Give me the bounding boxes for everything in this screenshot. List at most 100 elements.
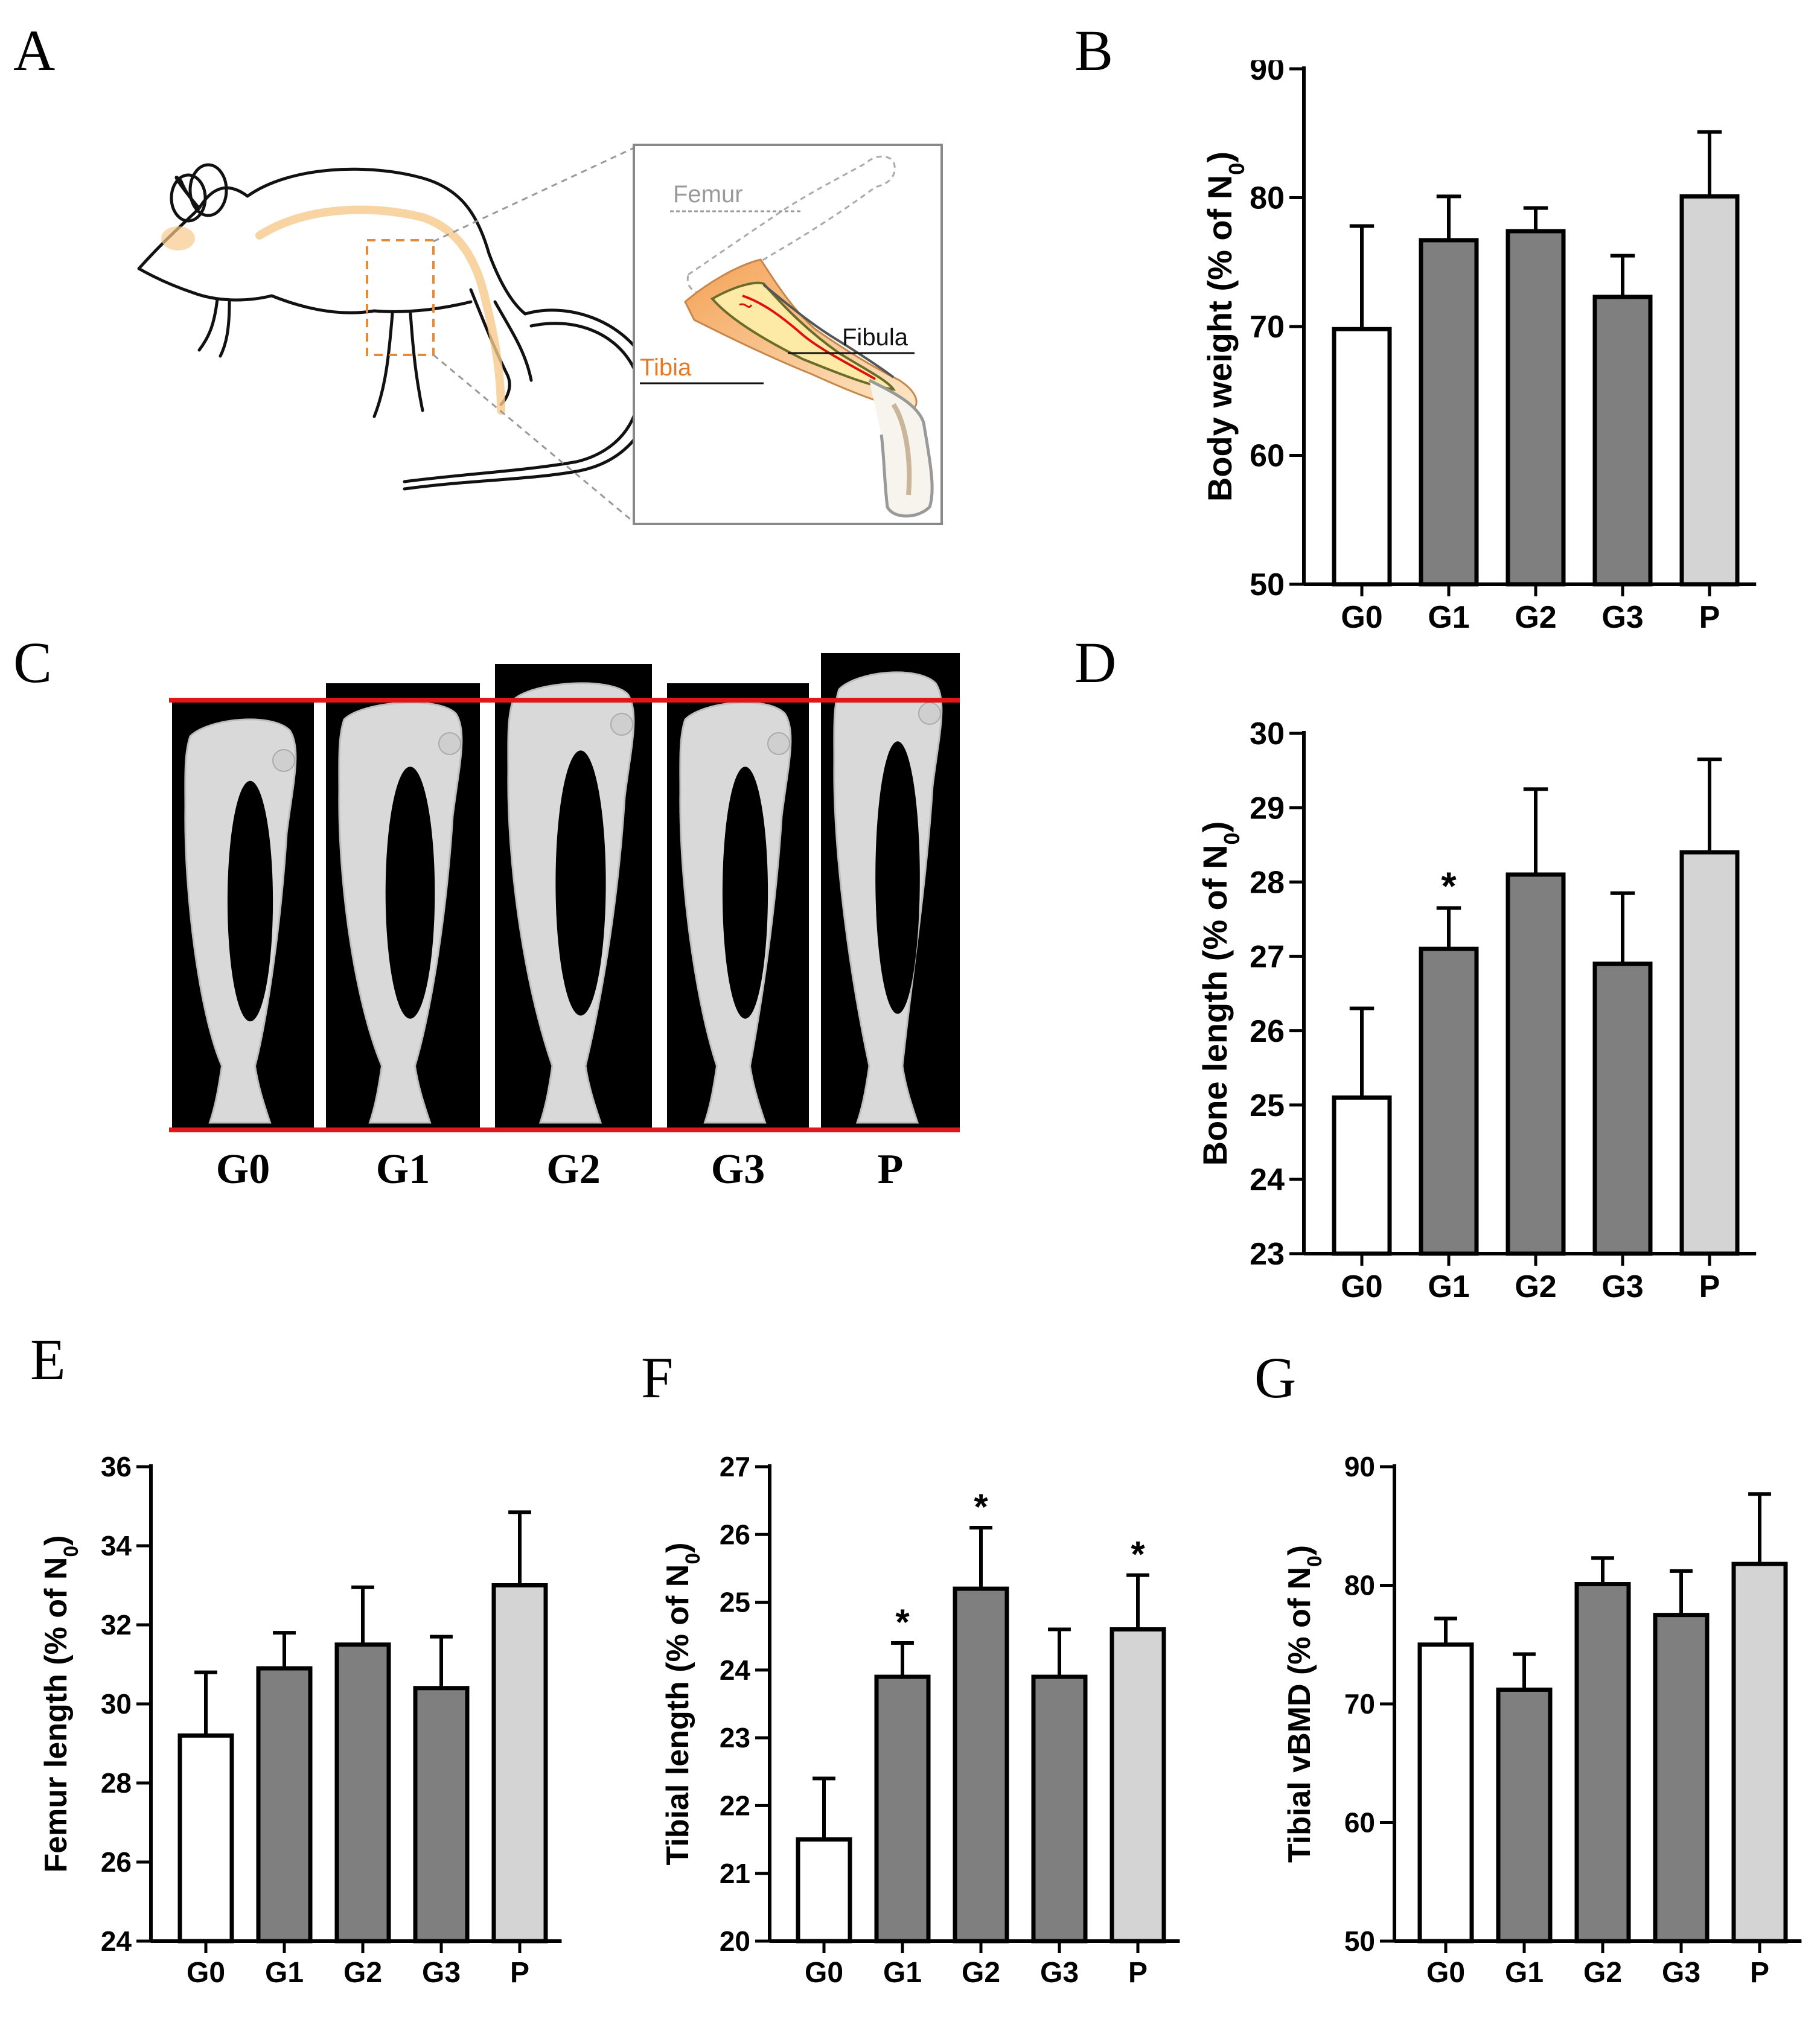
x-tick-label-g0: G0 [1341, 600, 1382, 635]
bar-p [1110, 1627, 1166, 1944]
y-tick-label: 50 [1344, 1925, 1375, 1957]
x-tick-label-g2: G2 [343, 1957, 382, 1989]
bone-scan-g1 [326, 683, 480, 1130]
spine-highlight [255, 205, 505, 415]
x-tick-label-g1: G1 [1428, 1269, 1469, 1304]
tibia-label: Tibia [640, 354, 692, 381]
panel-label-c: C [13, 630, 53, 695]
mouse-anatomy-diagram: Femur Fibula Tibia [137, 144, 943, 525]
x-tick-label-g1: G1 [1505, 1957, 1544, 1989]
bone-scan-g0 [172, 700, 314, 1130]
panel-label-b: B [1074, 18, 1114, 83]
y-axis-label: Femur length (% of N0) [39, 1536, 83, 1873]
bone-label-g2: G2 [546, 1146, 600, 1193]
x-tick-label-g2: G2 [962, 1957, 1000, 1989]
chart-b: Body weight (% of N0) 50 60 70 80 90 G0 G1 G2 G3 P [1201, 60, 1757, 635]
femur-label: Femur [673, 181, 743, 208]
y-tick-label: 30 [1250, 721, 1285, 751]
bar-p [1679, 194, 1740, 587]
bar-g3 [1592, 295, 1653, 587]
bar-g2 [1574, 1582, 1631, 1944]
y-tick-label: 24 [101, 1925, 132, 1957]
zoom-region-box [366, 239, 435, 356]
bar-g3 [413, 1686, 470, 1944]
y-tick-label: 80 [1344, 1570, 1375, 1601]
bone-scan-p [821, 653, 960, 1130]
x-tick-label-g0: G0 [805, 1957, 843, 1989]
bar-g0 [1332, 1095, 1392, 1256]
y-tick-label: 70 [1250, 310, 1285, 345]
bone-scan-g3 [667, 683, 809, 1130]
panel-label-g: G [1254, 1345, 1297, 1410]
fibula-label: Fibula [842, 324, 908, 351]
y-tick-label: 60 [1250, 439, 1285, 474]
y-tick-label: 26 [101, 1846, 132, 1878]
y-tick-label: 25 [1250, 1088, 1285, 1123]
bar-g0 [1417, 1642, 1474, 1944]
y-tick-label: 24 [720, 1654, 751, 1686]
x-tick-label-g0: G0 [1426, 1957, 1465, 1989]
bar-g0 [1332, 327, 1392, 587]
bone-label-g3: G3 [711, 1146, 765, 1193]
bar-g1 [1419, 946, 1479, 1256]
y-tick-label: 27 [720, 1451, 750, 1482]
x-tick-label-p: P [1699, 1269, 1720, 1304]
bar-p [1731, 1561, 1788, 1944]
bar-g1 [1419, 238, 1479, 587]
chart-d: Bone length (% of N0) 23 24 25 26 27 28 29 30 G0 G… [1196, 721, 1757, 1304]
y-tick-label: 80 [1250, 181, 1285, 216]
bone-scan-g2 [495, 664, 652, 1130]
y-tick-label: 90 [1344, 1451, 1375, 1482]
bar-g0 [177, 1733, 234, 1944]
y-tick-label: 27 [1250, 940, 1285, 975]
bone-label-p: P [878, 1146, 904, 1193]
panel-label-f: F [641, 1345, 674, 1410]
bone-label-g1: G1 [376, 1146, 430, 1193]
y-tick-label: 30 [101, 1688, 132, 1720]
x-tick-label-g2: G2 [1515, 600, 1556, 635]
significance-marker-p: * [1131, 1534, 1145, 1575]
y-tick-label: 26 [1250, 1014, 1285, 1049]
y-tick-label: 32 [101, 1609, 132, 1641]
bone-scan-panel: G0 G1 G2 G3 P [169, 653, 960, 1193]
y-tick-label: 70 [1344, 1688, 1375, 1720]
bar-g3 [1592, 962, 1653, 1256]
bar-p [1679, 850, 1740, 1256]
x-tick-label-p: P [510, 1957, 529, 1989]
y-tick-label: 28 [1250, 865, 1285, 900]
y-tick-label: 50 [1250, 567, 1285, 602]
y-tick-label: 28 [101, 1767, 132, 1799]
x-tick-label-g1: G1 [1428, 600, 1469, 635]
y-axis-label: Body weight (% of N0) [1201, 151, 1249, 502]
y-tick-label: 22 [720, 1790, 750, 1822]
y-tick-label: 21 [720, 1858, 750, 1889]
x-tick-label-g1: G1 [265, 1957, 304, 1989]
y-tick-label: 23 [1250, 1237, 1285, 1272]
y-tick-label: 23 [720, 1722, 750, 1753]
y-tick-label: 34 [101, 1530, 132, 1561]
bar-g3 [1031, 1674, 1088, 1944]
y-tick-label: 60 [1344, 1807, 1375, 1839]
chart-f: Tibial length (% of N0) 20 21 22 23 24 25 26 27 G… [660, 1451, 1180, 1989]
x-tick-label-g0: G0 [187, 1957, 225, 1989]
x-tick-label-g1: G1 [883, 1957, 922, 1989]
bone-label-g0: G0 [216, 1146, 270, 1193]
x-tick-label-p: P [1750, 1957, 1769, 1989]
x-tick-label-g3: G3 [1662, 1957, 1700, 1989]
y-axis-label: Bone length (% of N0) [1196, 821, 1244, 1166]
chart-e: Femur length (% of N0) 24 26 28 30 32 34 36 G0 G1… [39, 1451, 562, 1989]
x-tick-label-g2: G2 [1515, 1269, 1556, 1304]
panel-label-a: A [13, 18, 56, 83]
x-tick-label-g2: G2 [1583, 1957, 1622, 1989]
x-tick-label-g3: G3 [422, 1957, 461, 1989]
bar-g1 [1496, 1687, 1553, 1944]
bar-g3 [1653, 1613, 1710, 1944]
x-tick-label-g0: G0 [1341, 1269, 1382, 1304]
y-axis-label: Tibial length (% of N0) [660, 1543, 704, 1866]
x-tick-label-g3: G3 [1601, 1269, 1643, 1304]
panel-label-d: D [1074, 630, 1117, 695]
significance-marker-g1: * [895, 1602, 910, 1642]
bar-g2 [1505, 229, 1566, 587]
bar-g2 [334, 1642, 391, 1944]
y-tick-label: 20 [720, 1925, 750, 1957]
